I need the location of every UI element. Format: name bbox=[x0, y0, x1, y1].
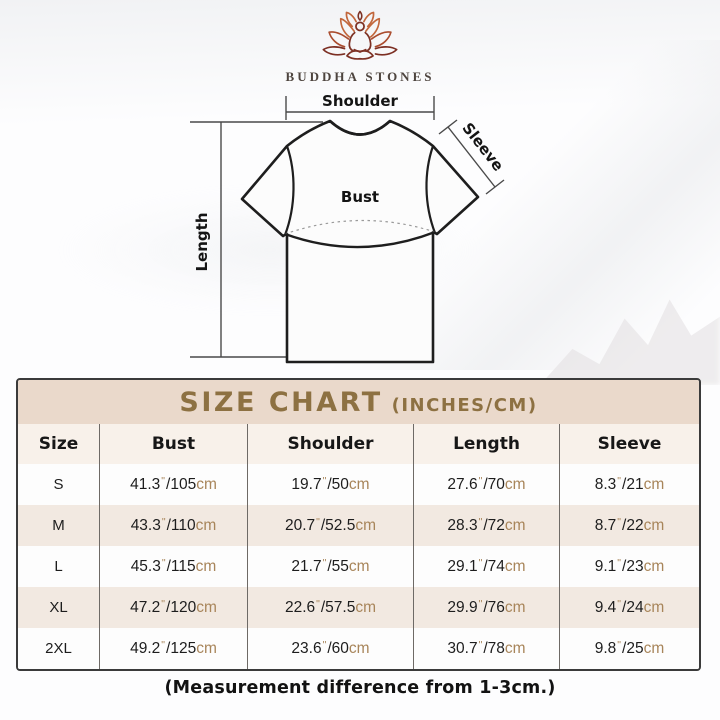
column-header-length: Length bbox=[414, 424, 560, 464]
measurement-cell: 9.8"/25cm bbox=[594, 639, 665, 657]
measurement-cell: 41.3"/105cm bbox=[100, 464, 248, 505]
size-chart-title: SIZE CHART bbox=[179, 387, 383, 418]
brand-name: BUDDHA STONES bbox=[285, 69, 435, 84]
brand-logo: BUDDHA STONES bbox=[0, 10, 720, 85]
measurement-cell: 9.4"/24cm bbox=[594, 598, 665, 616]
table-row-l: L 45.3"/115cm 21.7"/55cm 29.1"/74cm 9.1"/23c… bbox=[18, 546, 699, 587]
table-row-s: S 41.3"/105cm 19.7"/50cm 27.6"/70cm 8.3"/21c… bbox=[18, 464, 699, 505]
measurement-cell: 43.3"/110cm bbox=[100, 505, 248, 546]
column-header-bust: Bust bbox=[100, 424, 248, 464]
shoulder-label: Shoulder bbox=[322, 92, 399, 110]
sleeve-label: Sleeve bbox=[459, 119, 508, 174]
length-label: Length bbox=[193, 213, 211, 272]
measurement-cell: 49.2"/125cm bbox=[100, 628, 248, 669]
measurement-cell: 22.6"/57.5cm bbox=[248, 587, 414, 628]
lotus-meditation-icon bbox=[322, 10, 398, 60]
measurement-cell: 27.6"/70cm bbox=[414, 464, 560, 505]
table-row-xl: XL 47.2"/120cm 22.6"/57.5cm 29.9"/76cm 9.4"/… bbox=[18, 587, 699, 628]
measurement-cell: 19.7"/50cm bbox=[248, 464, 414, 505]
measurement-cell: 9.1"/23cm bbox=[594, 557, 665, 575]
column-header-shoulder: Shoulder bbox=[248, 424, 414, 464]
size-table-body: S 41.3"/105cm 19.7"/50cm 27.6"/70cm 8.3"/21c… bbox=[18, 464, 699, 669]
size-cell: L bbox=[18, 546, 100, 587]
measurement-note: (Measurement difference from 1-3cm.) bbox=[164, 678, 556, 698]
size-chart-table: SIZE CHART (INCHES/CM) Size Bust Shoulder L… bbox=[16, 378, 701, 671]
measurement-cell: 29.9"/76cm bbox=[414, 587, 560, 628]
column-header-size: Size bbox=[18, 424, 100, 464]
measurement-cell: 45.3"/115cm bbox=[100, 546, 248, 587]
measurement-cell: 20.7"/52.5cm bbox=[248, 505, 414, 546]
size-chart-units: (INCHES/CM) bbox=[391, 395, 538, 416]
measurement-cell: 28.3"/72cm bbox=[414, 505, 560, 546]
size-cell: S bbox=[18, 464, 100, 505]
size-cell: 2XL bbox=[18, 628, 100, 669]
measurement-cell: 8.7"/22cm bbox=[594, 516, 665, 534]
column-header-sleeve: Sleeve bbox=[597, 434, 662, 454]
tshirt-measurement-diagram: Shoulder Bust Length Sleeve bbox=[190, 92, 508, 364]
size-cell: XL bbox=[18, 587, 100, 628]
measurement-cell: 47.2"/120cm bbox=[100, 587, 248, 628]
size-chart-title-bar: SIZE CHART (INCHES/CM) bbox=[18, 380, 699, 424]
measurement-cell: 21.7"/55cm bbox=[248, 546, 414, 587]
measurement-cell: 8.3"/21cm bbox=[594, 475, 665, 493]
table-row-2xl: 2XL 49.2"/125cm 23.6"/60cm 30.7"/78cm 9.8"/2… bbox=[18, 628, 699, 669]
table-row-m: M 43.3"/110cm 20.7"/52.5cm 28.3"/72cm 8.7"/2… bbox=[18, 505, 699, 546]
measurement-cell: 23.6"/60cm bbox=[248, 628, 414, 669]
measurement-cell: 29.1"/74cm bbox=[414, 546, 560, 587]
size-cell: M bbox=[18, 505, 100, 546]
measurement-cell: 30.7"/78cm bbox=[414, 628, 560, 669]
table-header-row: Size Bust Shoulder Length Sleeve bbox=[18, 424, 699, 464]
bust-label: Bust bbox=[341, 188, 379, 206]
